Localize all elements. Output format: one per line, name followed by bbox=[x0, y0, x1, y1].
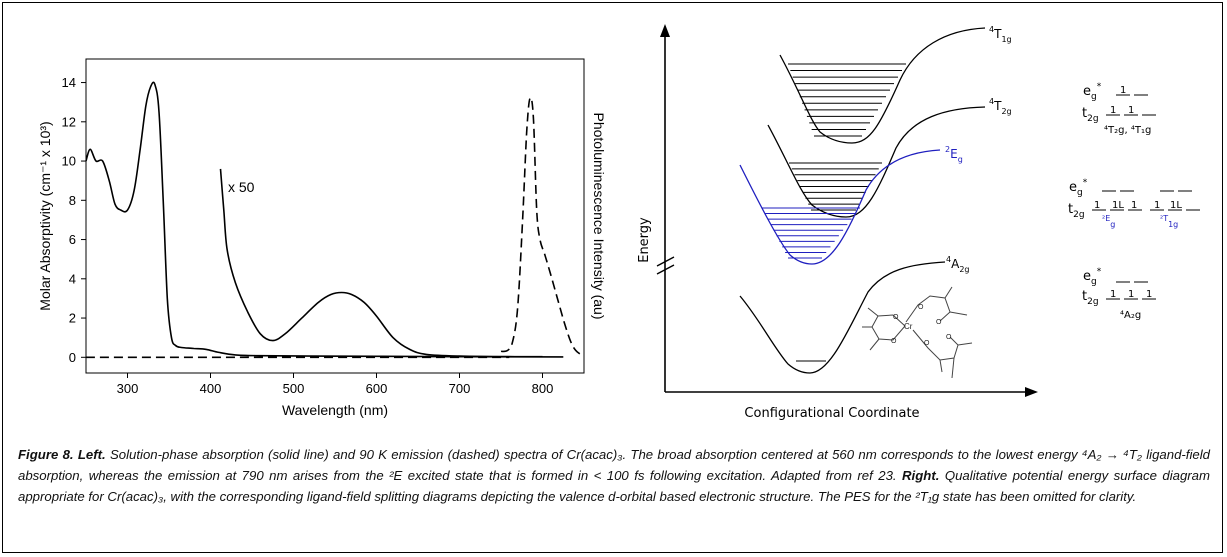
vibrational-levels-2eg bbox=[762, 207, 860, 259]
electron-up: 1 bbox=[1094, 200, 1100, 211]
splitting-diagram-2: eg* t2g 1 1L 1 ²Eg 1 1L ²T1g bbox=[1068, 178, 1200, 229]
axis-break-mark bbox=[656, 256, 675, 267]
x-tick-label: 500 bbox=[283, 381, 305, 396]
electron-up: 1 bbox=[1128, 289, 1134, 300]
t2g-label: t2g bbox=[1082, 289, 1099, 307]
t2g-label: t2g bbox=[1082, 106, 1099, 124]
pes-diagram: Energy Configurational Coordinate 4T1g 4… bbox=[637, 24, 1200, 421]
molecule-oxygen-label: O bbox=[893, 314, 899, 321]
electron-up: 1 bbox=[1131, 200, 1137, 211]
scale-annotation: x 50 bbox=[228, 179, 255, 195]
splitting-state-label: ⁴T₂g, ⁴T₁g bbox=[1104, 125, 1151, 136]
molecule-oxygen-label: O bbox=[924, 340, 930, 347]
vibrational-levels-4t2g bbox=[789, 162, 882, 211]
coordinate-axis-label: Configurational Coordinate bbox=[744, 406, 919, 421]
y-axis-label: Molar Absorptivity (cm⁻¹ x 10³) bbox=[37, 121, 53, 310]
series-line-0 bbox=[85, 81, 564, 358]
x-axis-ticks: 300 400 500 600 700 800 bbox=[117, 373, 554, 396]
y-tick-label: 14 bbox=[62, 75, 76, 90]
eg-star-label: eg* bbox=[1083, 82, 1102, 102]
y-tick-label: 6 bbox=[69, 232, 76, 247]
figure-graphics: 300 400 500 600 700 800 0 2 4 6 8 10 12 14 Wavelengt… bbox=[37, 24, 1200, 421]
splitting-state-label-2eg: ²Eg bbox=[1102, 214, 1115, 229]
x-tick-label: 300 bbox=[117, 381, 139, 396]
caption-figure-label: Figure 8. Left. bbox=[18, 447, 106, 462]
energy-axis-arrowhead bbox=[660, 24, 670, 37]
state-label-4a2g: 4A2g bbox=[946, 255, 969, 274]
x-axis-label: Wavelength (nm) bbox=[282, 402, 388, 418]
spectrum-chart: 300 400 500 600 700 800 0 2 4 6 8 10 12 14 Wavelengt… bbox=[37, 58, 607, 418]
electron-up: 1 bbox=[1120, 85, 1126, 96]
electron-up: 1 bbox=[1146, 289, 1152, 300]
vibrational-levels-4t1g bbox=[788, 63, 906, 137]
molecule-metal-label: Cr bbox=[904, 322, 913, 331]
y-tick-label: 12 bbox=[62, 114, 76, 129]
coordinate-axis-arrowhead bbox=[1025, 387, 1038, 397]
pes-curve-4t1g bbox=[779, 27, 986, 144]
y-tick-label: 4 bbox=[69, 271, 76, 286]
y-tick-label: 10 bbox=[62, 154, 76, 169]
right-axis-label: Photoluminescence Intensity (au) bbox=[591, 113, 607, 320]
state-label-2eg: 2Eg bbox=[945, 145, 963, 164]
electron-up: 1 bbox=[1110, 105, 1116, 116]
t2g-label: t2g bbox=[1068, 202, 1085, 220]
x-tick-label: 800 bbox=[532, 381, 554, 396]
x-tick-label: 700 bbox=[449, 381, 471, 396]
series-line-2 bbox=[500, 96, 582, 356]
electron-up: 1 bbox=[1110, 289, 1116, 300]
y-tick-label: 8 bbox=[69, 193, 76, 208]
molecule-oxygen-label: O bbox=[891, 338, 897, 345]
electron-up: 1 bbox=[1128, 105, 1134, 116]
electron-up: 1 bbox=[1154, 200, 1160, 211]
y-tick-label: 0 bbox=[69, 350, 76, 365]
state-label-4t1g: 4T1g bbox=[989, 25, 1012, 44]
state-label-4t2g: 4T2g bbox=[989, 97, 1012, 116]
series-layer bbox=[85, 81, 582, 359]
pes-curve-4a2g bbox=[739, 261, 946, 374]
y-tick-label: 2 bbox=[69, 311, 76, 326]
electron-pair: 1L bbox=[1170, 200, 1182, 211]
splitting-state-label: ⁴A₂g bbox=[1120, 310, 1141, 321]
cr-acac3-molecule bbox=[862, 286, 973, 379]
splitting-diagram-4a2g: eg* t2g 1 1 1 ⁴A₂g bbox=[1082, 267, 1156, 321]
pes-curve-4t2g bbox=[767, 106, 986, 218]
electron-pair: 1L bbox=[1112, 200, 1124, 211]
eg-star-label: eg* bbox=[1069, 178, 1088, 198]
molecule-oxygen-label: O bbox=[946, 334, 952, 341]
series-line-1 bbox=[219, 168, 543, 358]
chart-plot-frame bbox=[85, 58, 585, 374]
caption-right-label: Right. bbox=[902, 468, 940, 483]
figure-caption: Figure 8. Left. Solution-phase absorptio… bbox=[18, 444, 1210, 507]
splitting-diagram-4t: eg* t2g 1 1 1 ⁴T₂g, ⁴T₁g bbox=[1082, 82, 1156, 136]
axis-break-mark bbox=[656, 264, 675, 275]
caption-left-text: Solution-phase absorption (solid line) a… bbox=[18, 447, 1210, 483]
pes-curve-2eg bbox=[739, 149, 941, 265]
x-tick-label: 600 bbox=[366, 381, 388, 396]
molecule-oxygen-label: O bbox=[918, 304, 924, 311]
eg-star-label: eg* bbox=[1083, 267, 1102, 287]
molecule-oxygen-label: O bbox=[936, 319, 942, 326]
y-axis-ticks: 0 2 4 6 8 10 12 14 bbox=[62, 75, 86, 365]
energy-axis-label: Energy bbox=[637, 217, 652, 263]
splitting-state-label-2t1g: ²T1g bbox=[1160, 214, 1178, 229]
caption-right-text: Qualitative potential energy surface dia… bbox=[18, 468, 1210, 504]
x-tick-label: 400 bbox=[200, 381, 222, 396]
